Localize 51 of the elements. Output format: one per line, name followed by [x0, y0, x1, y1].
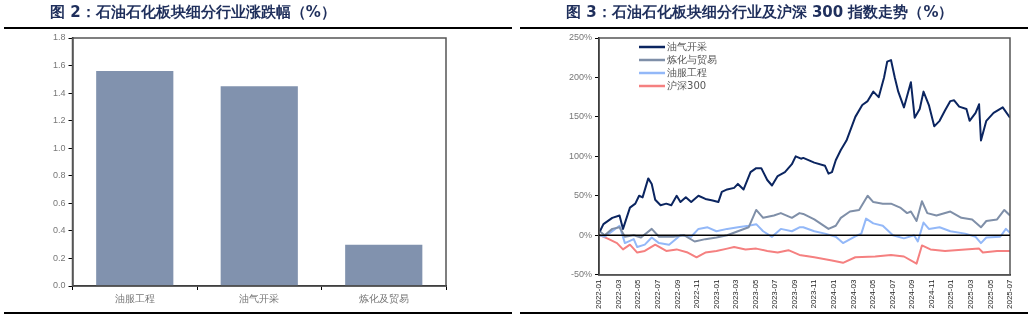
x-tick-label: 2025-01 [946, 279, 956, 309]
x-tick-label: 2022-11 [692, 279, 702, 309]
y-tick-label: 0.4 [53, 225, 66, 236]
y-tick-label: 1.4 [53, 87, 66, 98]
x-tick-label: 2025-03 [966, 279, 976, 309]
x-tick-label: 2025-07 [1005, 279, 1015, 309]
legend-label: 油气开采 [667, 40, 708, 52]
chart-title: 图 2：石油石化板块细分行业涨跌幅（%） [50, 2, 336, 21]
x-tick-label: 2023-05 [750, 279, 760, 309]
x-tick-label: 2023-11 [809, 279, 819, 309]
y-tick-label: 50% [574, 190, 593, 201]
x-tick-label: 2022-05 [633, 279, 643, 309]
x-tick-label: 2022-07 [652, 279, 662, 309]
legend-label: 沪深300 [667, 79, 707, 91]
x-tick-label: 2023-07 [770, 279, 780, 309]
y-tick-label: 1.0 [53, 142, 66, 153]
x-tick-label: 2022-09 [672, 279, 682, 309]
y-tick-label: 250% [568, 32, 593, 43]
y-tick-label: 1.8 [53, 32, 66, 43]
x-tick-label: 2023-09 [789, 279, 799, 309]
x-tick-label: 2025-05 [985, 279, 995, 309]
y-tick-label: 0.8 [53, 170, 66, 181]
chart-title: 图 3：石油石化板块细分行业及沪深 300 指数走势（%） [566, 2, 954, 21]
x-tick-label: 2024-11 [926, 279, 936, 309]
x-tick-label: 油气开采 [239, 292, 280, 304]
x-tick-label: 2022-01 [594, 279, 604, 309]
y-tick-label: 0.6 [53, 197, 66, 208]
x-tick-label: 2023-01 [711, 279, 721, 309]
bar [345, 244, 423, 286]
x-tick-label: 炼化及贸易 [358, 292, 409, 304]
x-tick-label: 油服工程 [114, 292, 155, 304]
y-tick-label: 0% [579, 229, 593, 240]
y-tick-label: 1.2 [53, 115, 66, 126]
y-tick-label: 150% [568, 111, 593, 122]
y-tick-label: 1.6 [53, 60, 66, 71]
y-tick-label: 0.0 [53, 280, 66, 291]
y-tick-label: 200% [568, 71, 593, 82]
y-tick-label: 0.2 [53, 252, 66, 263]
x-tick-label: 2024-03 [848, 279, 858, 309]
x-tick-label: 2022-03 [613, 279, 623, 309]
x-tick-label: 2024-07 [887, 279, 897, 309]
x-tick-label: 2024-01 [829, 279, 839, 309]
bar [96, 71, 174, 286]
bar [220, 86, 298, 286]
y-tick-label: 100% [568, 150, 593, 161]
legend-label: 油服工程 [667, 66, 708, 78]
x-tick-label: 2024-05 [868, 279, 878, 309]
x-tick-label: 2024-09 [907, 279, 917, 309]
y-tick-label: -50% [571, 269, 593, 280]
x-tick-label: 2023-03 [731, 279, 741, 309]
legend-label: 炼化与贸易 [667, 53, 718, 65]
